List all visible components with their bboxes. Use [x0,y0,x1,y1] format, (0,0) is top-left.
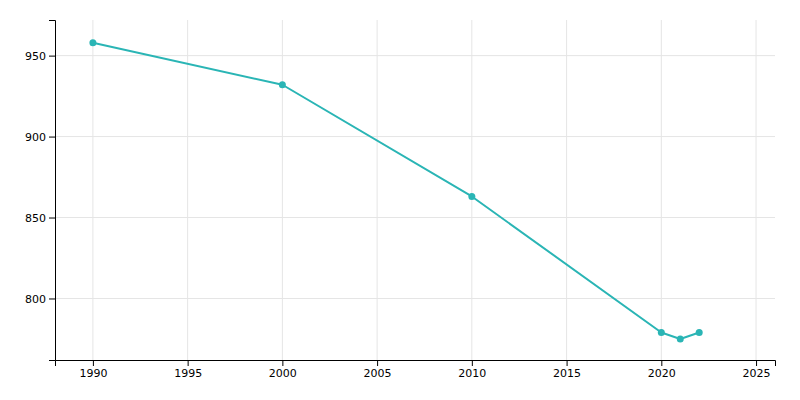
tick: 800 [25,292,55,305]
tick-mark [49,56,55,57]
tick-label: 850 [25,212,46,225]
tick: 850 [25,212,55,225]
grid-line-x [282,20,283,360]
tick-mark [282,360,283,366]
tick-mark [472,360,473,366]
marker [658,329,665,336]
grid [55,20,775,360]
tick: 2025 [743,360,771,380]
tick-label: 2005 [364,367,392,380]
tick-label: 2015 [553,367,581,380]
marker [468,193,475,200]
tick-mark [49,298,55,299]
plot-area: 1990 1995 2000 2005 2010 2015 2020 2025 800 850 90… [25,20,776,380]
marker [677,335,684,342]
tick: 2000 [269,360,297,380]
grid-line-y [55,55,775,56]
y-axis: 800 850 900 950 [25,21,56,361]
tick: 2010 [458,360,486,380]
chart: 1990 1995 2000 2005 2010 2015 2020 2025 800 850 90… [0,0,800,400]
grid-line-x [187,20,188,360]
axis-line [56,361,776,367]
grid-line-y [55,217,775,218]
series [89,39,702,342]
tick-mark [93,360,94,366]
tick-mark [377,360,378,366]
tick-label: 2000 [269,367,297,380]
tick-mark [188,360,189,366]
tick: 2015 [553,360,581,380]
grid-line-x [377,20,378,360]
tick: 1990 [79,360,107,380]
tick-label: 950 [25,50,46,63]
tick: 1995 [174,360,202,380]
tick: 2005 [364,360,392,380]
marker [89,39,96,46]
tick-mark [661,360,662,366]
tick-label: 900 [25,131,46,144]
tick-mark [567,360,568,366]
tick-mark [49,137,55,138]
tick: 2020 [648,360,676,380]
marker [279,81,286,88]
marker [696,329,703,336]
grid-line-x [566,20,567,360]
tick-label: 1995 [174,367,202,380]
tick-label: 2010 [458,367,486,380]
tick: 950 [25,50,55,63]
tick-mark [756,360,757,366]
tick-label: 2020 [648,367,676,380]
x-axis: 1990 1995 2000 2005 2010 2015 2020 2025 [56,360,776,380]
tick-label: 1990 [79,367,107,380]
grid-line-x [92,20,93,360]
grid-line-x [661,20,662,360]
line [93,43,699,339]
grid-line-y [55,136,775,137]
tick-label: 800 [25,292,46,305]
tick-label: 2025 [743,367,771,380]
grid-line-x [471,20,472,360]
grid-line-x [756,20,757,360]
tick-mark [49,218,55,219]
axis-line [49,21,56,361]
grid-line-y [55,298,775,299]
tick: 900 [25,131,55,144]
